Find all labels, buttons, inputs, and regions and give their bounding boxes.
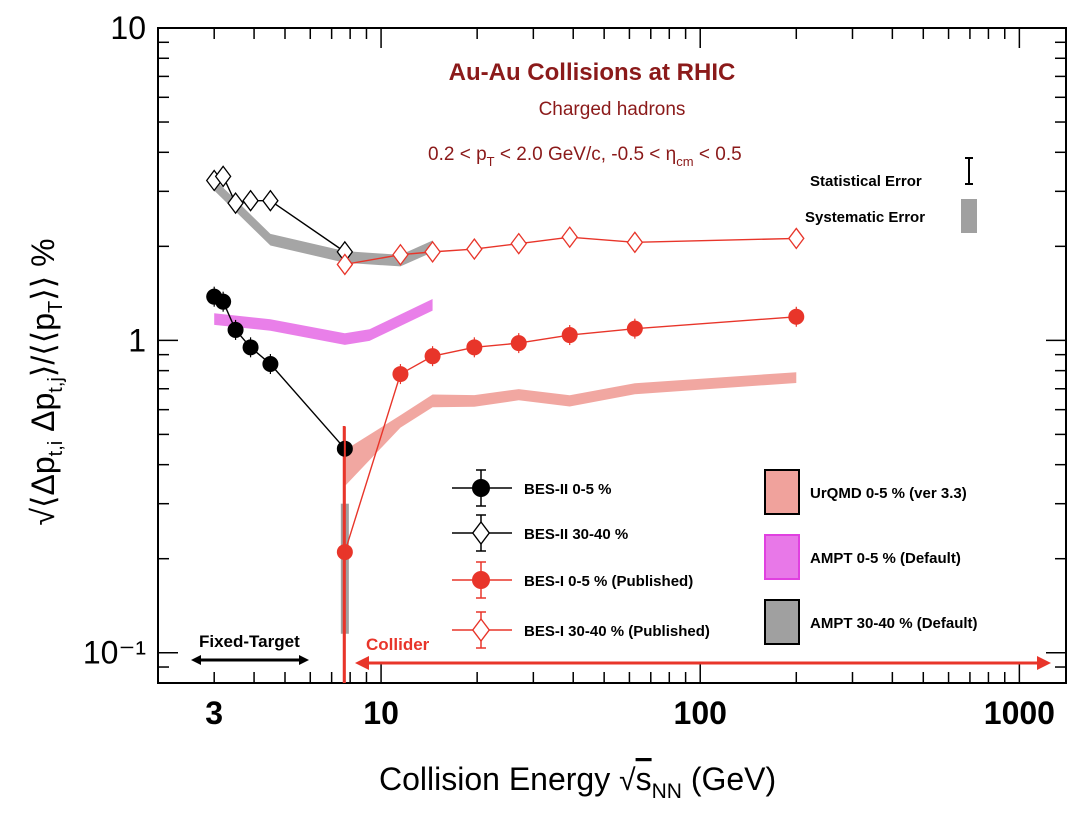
data-point — [214, 165, 232, 188]
data-point — [242, 189, 259, 212]
data-point — [788, 308, 805, 325]
y-tick-label: 1 — [128, 322, 146, 358]
data-point — [466, 237, 483, 261]
collider-label: Collider — [366, 635, 430, 654]
data-point — [626, 231, 644, 254]
model-band — [344, 372, 797, 487]
data-point — [787, 227, 805, 250]
data-point — [510, 232, 528, 255]
data-point — [561, 327, 578, 344]
plot-frame — [157, 27, 1067, 684]
legend-label: BES-II 0-5 % — [524, 481, 612, 498]
x-tick-label: 100 — [674, 695, 727, 731]
y-tick-labels: 10⁻¹ 1 10 — [83, 10, 146, 671]
x-axis-label: Collision Energy √sNN (GeV) — [379, 761, 776, 803]
data-point — [466, 339, 483, 356]
legend-marker — [472, 479, 490, 497]
data-point — [424, 240, 441, 263]
model-band — [214, 178, 433, 267]
legend-label: UrQMD 0-5 % (ver 3.3) — [810, 485, 967, 502]
legend-label: BES-I 0-5 % (Published) — [524, 573, 693, 590]
kinematic-cuts: 0.2 < pT < 2.0 GeV/c, -0.5 < ηcm < 0.5 — [428, 144, 742, 169]
legend-label: BES-I 30-40 % (Published) — [524, 623, 710, 640]
data-point — [626, 320, 643, 337]
data-point — [336, 253, 354, 276]
data-series — [205, 165, 805, 683]
x-tick-labels: 3 10 100 1000 — [205, 695, 1055, 731]
series-line — [344, 316, 797, 553]
legend-label: AMPT 0-5 % (Default) — [810, 550, 961, 567]
legend-label: AMPT 30-40 % (Default) — [810, 615, 978, 632]
systematic-error-label: Systematic Error — [805, 209, 925, 226]
data-point — [227, 192, 244, 215]
fixed-target-label: Fixed-Target — [199, 632, 300, 651]
data-point — [561, 226, 579, 249]
x-tick-label: 1000 — [984, 695, 1055, 731]
data-point — [215, 293, 232, 310]
legend-swatch — [764, 469, 800, 515]
legend-models: UrQMD 0-5 % (ver 3.3) AMPT 0-5 % (Default… — [764, 469, 978, 645]
data-point — [262, 189, 279, 212]
statistical-error-icon — [965, 157, 973, 185]
data-point — [392, 243, 409, 266]
y-axis-label: √⟨Δpt,i Δpt,j⟩/⟨⟨pT⟩⟩ % — [25, 238, 67, 525]
statistical-error-label: Statistical Error — [810, 173, 922, 190]
model-bands — [214, 178, 797, 634]
data-point — [242, 339, 259, 356]
y-tick-label: 10⁻¹ — [83, 635, 146, 671]
legend-label: BES-II 30-40 % — [524, 526, 628, 543]
data-point — [392, 366, 409, 383]
legend-marker — [471, 520, 491, 546]
chart-title: Au-Au Collisions at RHIC — [449, 59, 736, 86]
legend-swatch — [764, 599, 800, 645]
legend-marker — [471, 617, 491, 643]
y-tick-label: 10 — [110, 10, 146, 46]
legend-marker — [472, 571, 490, 589]
systematic-error-icon — [961, 199, 977, 233]
x-tick-label: 3 — [205, 695, 223, 731]
data-point — [227, 321, 244, 338]
x-tick-label: 10 — [363, 695, 399, 731]
axis-ticks — [157, 27, 1066, 684]
data-point — [424, 348, 441, 365]
data-point — [510, 335, 527, 352]
legend-series: BES-II 0-5 % BES-II 30-40 % BES-I 0-5 % (P… — [452, 469, 710, 649]
svg-text:√⟨Δpt,i Δpt,j⟩/⟨⟨pT⟩⟩ %: √⟨Δpt,i Δpt,j⟩/⟨⟨pT⟩⟩ % — [25, 238, 67, 525]
chart-subtitle: Charged hadrons — [539, 99, 686, 120]
legend-swatch — [764, 534, 800, 580]
data-point — [262, 356, 279, 373]
model-band — [214, 298, 433, 345]
